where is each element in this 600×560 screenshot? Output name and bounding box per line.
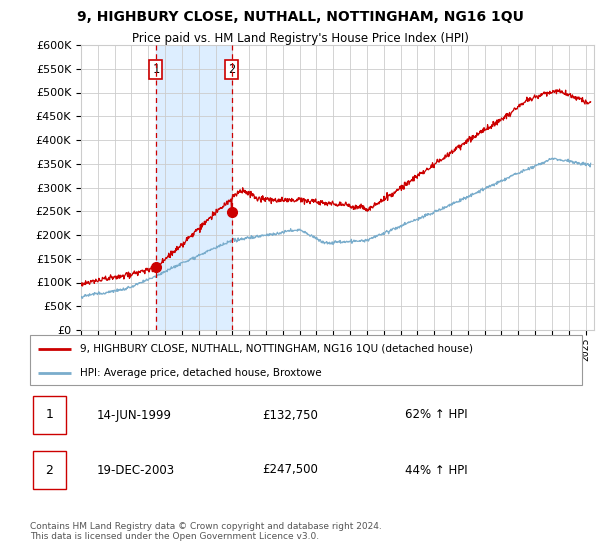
Text: £247,500: £247,500 <box>262 464 318 477</box>
Text: 44% ↑ HPI: 44% ↑ HPI <box>406 464 468 477</box>
Text: 9, HIGHBURY CLOSE, NUTHALL, NOTTINGHAM, NG16 1QU (detached house): 9, HIGHBURY CLOSE, NUTHALL, NOTTINGHAM, … <box>80 343 473 353</box>
Text: 1: 1 <box>46 408 53 422</box>
Text: 62% ↑ HPI: 62% ↑ HPI <box>406 408 468 422</box>
Text: HPI: Average price, detached house, Broxtowe: HPI: Average price, detached house, Brox… <box>80 367 322 377</box>
Text: Price paid vs. HM Land Registry's House Price Index (HPI): Price paid vs. HM Land Registry's House … <box>131 32 469 45</box>
Text: £132,750: £132,750 <box>262 408 318 422</box>
Text: 9, HIGHBURY CLOSE, NUTHALL, NOTTINGHAM, NG16 1QU: 9, HIGHBURY CLOSE, NUTHALL, NOTTINGHAM, … <box>77 10 523 24</box>
Text: 14-JUN-1999: 14-JUN-1999 <box>96 408 171 422</box>
Bar <box>33 451 66 489</box>
Bar <box>33 396 66 434</box>
Text: 2: 2 <box>228 63 235 76</box>
Text: Contains HM Land Registry data © Crown copyright and database right 2024.
This d: Contains HM Land Registry data © Crown c… <box>30 522 382 542</box>
Text: 2: 2 <box>46 464 53 477</box>
Text: 1: 1 <box>152 63 160 76</box>
Text: 19-DEC-2003: 19-DEC-2003 <box>96 464 175 477</box>
